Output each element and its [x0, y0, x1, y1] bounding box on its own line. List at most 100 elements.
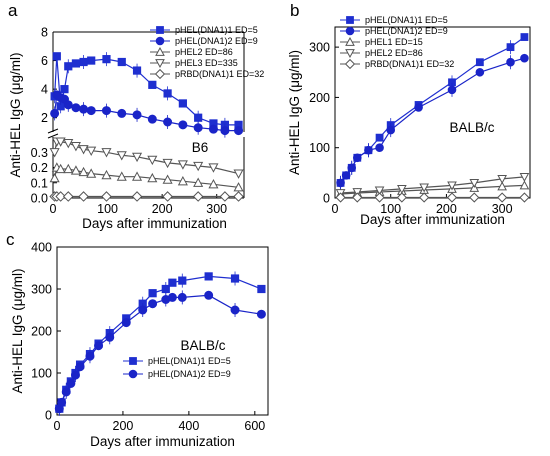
legend-marker [156, 26, 164, 34]
data-point [519, 192, 530, 203]
data-point [386, 125, 396, 135]
y-axis-label: Anti-HEL IgG (μg/ml) [10, 268, 25, 393]
x-tick-label: 200 [152, 202, 173, 216]
data-point [336, 178, 345, 188]
data-point [79, 104, 89, 114]
legend-marker [128, 369, 138, 379]
x-tick-label: 0 [54, 419, 61, 433]
data-point [419, 192, 430, 203]
data-point [352, 188, 363, 198]
x-axis-label: Days after immunization [360, 212, 505, 227]
series-2 [336, 53, 529, 190]
x-tick-label: 0 [50, 202, 57, 216]
data-point [55, 163, 66, 174]
data-point [341, 171, 351, 180]
y-tick-label: 0.2 [31, 161, 48, 175]
series-5 [335, 192, 530, 203]
x-tick-label: 300 [492, 202, 513, 216]
data-point [105, 332, 115, 342]
data-point [86, 146, 97, 156]
data-point [148, 80, 157, 89]
data-point [178, 99, 187, 108]
data-point [117, 57, 126, 67]
data-point [497, 181, 507, 191]
data-point [234, 126, 244, 136]
data-point [85, 351, 95, 361]
y-axis-label: Anti-HEL IgG (μg/ml) [8, 52, 23, 177]
data-point [61, 387, 71, 397]
y-tick-label: 4 [41, 83, 48, 97]
data-point [520, 33, 529, 41]
data-point [447, 181, 457, 191]
data-point [192, 191, 204, 202]
series-4 [335, 172, 530, 199]
data-point [132, 152, 143, 163]
data-point [374, 186, 385, 196]
data-point [469, 179, 480, 188]
y-tick-label: 0.0 [31, 192, 48, 206]
legend-marker [346, 16, 354, 24]
x-tick-label: 100 [97, 202, 118, 216]
legend-marker [345, 49, 355, 59]
data-point [204, 272, 213, 281]
y-tick-label: 6 [41, 54, 48, 68]
legend-marker [345, 36, 355, 46]
legend-marker [129, 357, 137, 365]
y-tick-label: 8 [41, 26, 48, 40]
data-point [78, 145, 89, 155]
data-point [193, 123, 203, 133]
data-point [116, 151, 127, 161]
data-point [55, 191, 66, 202]
series-2 [54, 290, 266, 416]
data-point [257, 284, 266, 294]
data-point [208, 163, 219, 173]
data-point [75, 362, 85, 372]
data-point [60, 85, 69, 94]
strain-annotation: B6 [192, 140, 209, 155]
panel-label-c: c [6, 230, 15, 249]
data-point [131, 191, 143, 202]
legend-entry: pHEL(DNA1)1 ED=5 [175, 25, 258, 35]
data-point [233, 191, 244, 202]
data-point [63, 139, 74, 149]
legend-marker [345, 26, 355, 36]
x-tick-label: 300 [206, 202, 227, 216]
data-point [497, 174, 507, 184]
data-point [87, 56, 96, 65]
y-tick-label: 400 [31, 241, 52, 255]
data-point [117, 108, 127, 118]
legend-entry: pHEL(DNA1)2 ED=9 [175, 36, 258, 46]
data-point [162, 174, 173, 184]
data-point [71, 103, 81, 113]
legend-marker [155, 36, 165, 46]
data-point [147, 172, 158, 183]
series-5 [49, 191, 244, 202]
plot-frame [56, 246, 269, 416]
legend-entry: pRBD(DNA1)1 ED=32 [365, 59, 454, 69]
y-tick-label: 200 [309, 91, 330, 105]
data-point [178, 276, 187, 285]
x-tick-label: 200 [113, 419, 134, 433]
data-point [101, 148, 112, 158]
data-point [219, 191, 231, 202]
legend-entry: pHEL2 ED=86 [175, 47, 233, 57]
legend-entry: pRBD(DNA1)1 ED=32 [175, 69, 264, 79]
x-tick-label: 100 [380, 202, 401, 216]
y-tick-label: 300 [31, 283, 52, 297]
data-point [193, 161, 204, 172]
data-point [256, 309, 266, 319]
x-tick-label: 200 [436, 202, 457, 216]
data-point [520, 53, 529, 63]
legend-entry: pHEL(DNA1)1 ED=5 [148, 356, 231, 366]
data-point [374, 192, 385, 203]
data-point [447, 85, 457, 95]
data-point [347, 163, 357, 173]
data-point [446, 192, 458, 203]
y-axis-label: Anti-HEL IgG (μg/ml) [287, 50, 302, 175]
data-point [79, 57, 88, 67]
data-point [71, 59, 81, 68]
x-tick-label: 400 [178, 419, 199, 433]
series-line [340, 176, 525, 194]
data-point [194, 113, 203, 122]
